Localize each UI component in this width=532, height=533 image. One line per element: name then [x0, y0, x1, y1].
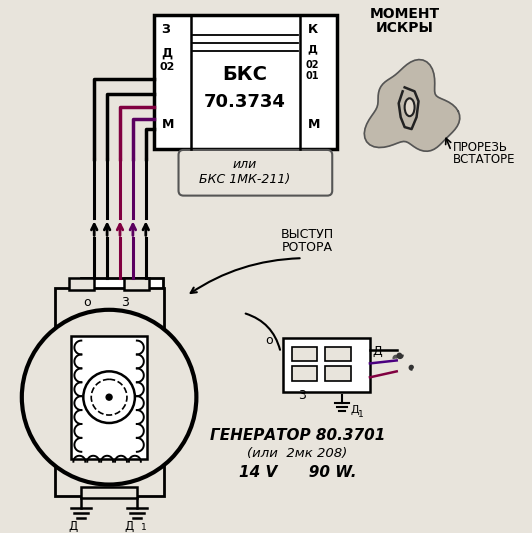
- Text: Д: Д: [372, 345, 382, 359]
- Text: Д: Д: [124, 520, 134, 533]
- FancyBboxPatch shape: [325, 346, 351, 361]
- FancyBboxPatch shape: [292, 366, 318, 381]
- Text: 1: 1: [358, 410, 364, 419]
- FancyBboxPatch shape: [154, 15, 337, 149]
- Text: М: М: [162, 118, 174, 131]
- Text: Д: Д: [307, 45, 317, 55]
- Polygon shape: [364, 60, 460, 151]
- Circle shape: [22, 310, 196, 484]
- Text: БКС: БКС: [222, 65, 268, 84]
- Text: ПРОРЕЗЬ: ПРОРЕЗЬ: [453, 141, 508, 154]
- Text: ГЕНЕРАТОР 80.3701: ГЕНЕРАТОР 80.3701: [210, 428, 385, 443]
- Circle shape: [84, 372, 135, 423]
- Circle shape: [92, 379, 127, 415]
- Text: 01: 01: [305, 71, 319, 82]
- Text: о: о: [84, 296, 91, 309]
- FancyBboxPatch shape: [292, 346, 318, 361]
- Text: 70.3734: 70.3734: [204, 93, 286, 111]
- Text: З: З: [162, 23, 171, 36]
- Text: РОТОРА: РОТОРА: [282, 241, 333, 254]
- Text: о: о: [265, 334, 272, 346]
- Text: Д: Д: [350, 405, 359, 415]
- Text: К: К: [307, 23, 318, 36]
- FancyBboxPatch shape: [124, 278, 149, 290]
- Text: МОМЕНТ: МОМЕНТ: [370, 7, 440, 21]
- FancyBboxPatch shape: [81, 487, 137, 498]
- Text: 3: 3: [298, 389, 306, 402]
- FancyBboxPatch shape: [325, 366, 351, 381]
- FancyBboxPatch shape: [179, 150, 332, 196]
- Circle shape: [106, 394, 112, 400]
- Text: ВЫСТУП: ВЫСТУП: [281, 228, 334, 241]
- Ellipse shape: [405, 98, 414, 116]
- Text: БКС 1МК-211): БКС 1МК-211): [200, 173, 290, 186]
- Text: 14 V      90 W.: 14 V 90 W.: [239, 465, 356, 480]
- Text: ИСКРЫ: ИСКРЫ: [376, 21, 434, 35]
- Text: или: или: [233, 158, 257, 171]
- Text: 02: 02: [305, 60, 319, 69]
- Text: 3: 3: [121, 296, 129, 309]
- Text: (или  2мк 208): (или 2мк 208): [247, 447, 347, 460]
- Text: Д: Д: [69, 520, 78, 533]
- Text: 1: 1: [141, 523, 147, 532]
- FancyBboxPatch shape: [81, 278, 163, 296]
- FancyBboxPatch shape: [71, 336, 147, 459]
- Text: 02: 02: [160, 61, 175, 71]
- Text: ВСТАТОРЕ: ВСТАТОРЕ: [453, 153, 516, 166]
- FancyBboxPatch shape: [282, 337, 370, 392]
- FancyBboxPatch shape: [69, 278, 94, 290]
- Text: М: М: [307, 118, 320, 131]
- FancyBboxPatch shape: [55, 288, 164, 496]
- Text: Д: Д: [162, 46, 173, 59]
